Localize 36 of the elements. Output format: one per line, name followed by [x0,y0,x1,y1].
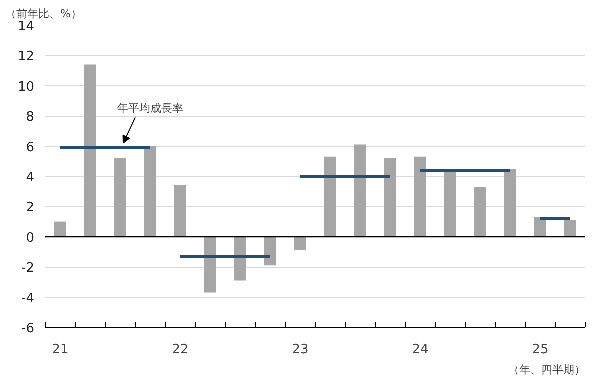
bar [144,146,156,237]
y-tick-label: 8 [26,110,35,126]
x-tick-label: 24 [412,342,429,358]
bar [474,187,486,237]
y-tick-label: 12 [18,50,35,65]
annotation: 年平均成長率 [118,102,184,116]
y-tick-label: -4 [22,291,35,306]
y-tick-label: -6 [22,322,35,336]
bar [54,222,66,237]
bar [114,158,126,237]
y-tick-label: -2 [22,261,35,276]
y-tick-label: 6 [26,140,35,156]
bar [84,64,96,237]
y-tick-label: 2 [26,200,35,216]
x-tick-label: 22 [172,342,189,358]
bar [564,220,576,237]
y-tick-label: 14 [18,20,35,34]
y-tick-label: 10 [18,80,35,95]
y-tick-label: 4 [26,170,35,186]
bar [324,156,336,237]
bar [414,156,426,237]
y-tick-label: 0 [26,230,35,246]
x-tick-label: 21 [52,342,69,358]
bar [354,144,366,237]
bar [294,236,306,250]
bar [504,168,516,237]
bar [204,236,216,293]
x-tick-label: 25 [532,342,549,358]
bar [444,170,456,237]
x-tick-label: 23 [292,342,309,358]
y-axis-title: （前年比、%） [6,8,82,20]
bar [234,236,246,281]
bar [264,236,276,266]
x-axis-title: （年、四半期） [508,364,586,376]
bar [174,186,186,237]
bar [384,158,396,237]
